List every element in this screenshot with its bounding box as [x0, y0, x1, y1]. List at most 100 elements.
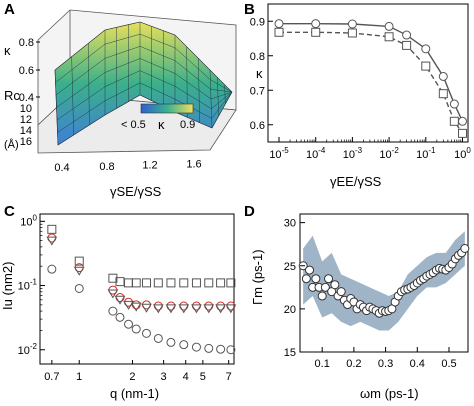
line-plot-b: 10-5 10-4 10-3 10-2 10-1 100 0.6 0.7 0.8 0.9 κ γE… [250, 3, 471, 189]
mesh-line [55, 33, 233, 93]
data-point [123, 300, 134, 310]
x-tick-label: 0.2 [346, 358, 361, 370]
data-point [191, 304, 202, 314]
data-point [191, 301, 201, 311]
x-tick-label: 7 [226, 371, 232, 383]
colorbar-label: κ [158, 117, 165, 132]
x-axis-label-d: ωm (ps-1) [360, 386, 419, 401]
data-point [191, 342, 201, 352]
x-tick-label: 0.4 [410, 358, 425, 370]
mesh-line [217, 77, 219, 117]
z-tick-label: 0.4 [19, 92, 34, 104]
x-tick-label: 10-1 [416, 146, 436, 161]
mesh-line [57, 91, 233, 146]
z-axis-label: κ [4, 43, 11, 58]
data-point [301, 274, 311, 284]
x-tick-label: 0.4 [54, 162, 69, 174]
scatter-plot-c: 0.7 1 2 3 4 5 7 10-2 10-1 100 Iu (nm2) q (nm-1) [0, 213, 237, 401]
x-tick-label: 10-5 [269, 146, 289, 161]
data-point [166, 301, 176, 311]
data-point [317, 291, 327, 301]
data-point [74, 283, 84, 293]
data-point [305, 265, 315, 275]
data-point [153, 301, 163, 311]
data-point [311, 27, 321, 37]
data-point [216, 278, 226, 288]
y-tick-label: 0.8 [250, 51, 265, 63]
data-point [438, 89, 448, 99]
z-tick-label: 0.8 [19, 37, 34, 49]
data-point [438, 71, 448, 81]
mesh-line [55, 46, 233, 96]
data-point [347, 19, 357, 29]
plot-frame-c [39, 213, 235, 365]
data-point [330, 280, 340, 290]
x-tick-label: 4 [183, 371, 189, 383]
data-point [124, 319, 134, 329]
data-point [336, 287, 346, 297]
series-line-1 [279, 31, 464, 134]
y-tick-label: 10-1 [18, 278, 38, 293]
plot-frame-b [267, 3, 469, 143]
data-point [108, 273, 118, 283]
data-point [384, 21, 394, 31]
y-tick-label: 100 [20, 213, 37, 228]
data-point [131, 324, 141, 334]
panel-label-b: B [244, 1, 255, 18]
data-point [153, 333, 163, 343]
y-axis-label-c: Iu (nm2) [0, 262, 15, 310]
data-point [114, 295, 126, 305]
mesh-line [54, 21, 233, 93]
data-point [191, 278, 201, 288]
colorbar-min-label: < 0.5 [121, 119, 146, 131]
colorbar [140, 103, 194, 114]
z-ticks: 0.4 0.6 0.8 [19, 37, 40, 104]
data-point [274, 27, 284, 37]
x-axis-label: γSE/γSS [110, 184, 162, 199]
rc-axis-unit: (Å) [4, 138, 19, 151]
data-point [131, 300, 141, 310]
data-point [204, 301, 214, 311]
data-point [166, 337, 176, 347]
mesh-line [209, 69, 213, 129]
x-tick-label: 5 [200, 371, 206, 383]
y-tick-label: 20 [284, 304, 296, 316]
plot-frame-d [299, 213, 469, 353]
y-tick-label: 0.6 [250, 120, 265, 132]
data-point [108, 306, 118, 316]
data-point [384, 32, 394, 42]
rc-tick-label: 16 [20, 136, 32, 148]
data-point [457, 128, 467, 138]
data-point [421, 44, 431, 54]
x-tick-label: 0.7 [44, 371, 59, 383]
mesh-line [71, 56, 74, 136]
mesh-line [54, 69, 59, 146]
x-tick-label: 1.2 [142, 160, 157, 172]
data-point [130, 302, 142, 312]
data-point [47, 264, 57, 274]
x-tick-label: 0.3 [378, 358, 393, 370]
data-point [152, 304, 164, 314]
data-point [115, 312, 125, 322]
data-point [165, 304, 177, 314]
y-tick-label: 15 [284, 347, 296, 359]
data-point [402, 30, 412, 40]
y-tick-label: 0.9 [250, 16, 265, 28]
rc-tick-label: 12 [20, 114, 32, 126]
data-point [203, 304, 215, 314]
x-tick-label: 3 [161, 371, 167, 383]
surface-plot-a: < 0.5 κ 0.9 κ 0.40.60.8 Rc (Å) 10121416 … [4, 9, 237, 199]
data-point [141, 303, 152, 313]
data-point [215, 304, 226, 314]
data-point [179, 340, 189, 350]
y-axis-label-d: Γm (ps-1) [250, 249, 265, 305]
x-tick-label: 10-3 [343, 146, 363, 161]
rc-axis-label: Rc [4, 88, 20, 103]
data-point [47, 224, 57, 234]
data-point [216, 344, 226, 354]
data-point [179, 301, 189, 311]
data-point [115, 293, 125, 303]
data-point [204, 343, 214, 353]
gamma-se-ticks: 0.4 0.8 1.2 1.6 [54, 158, 201, 174]
data-point [115, 277, 125, 287]
